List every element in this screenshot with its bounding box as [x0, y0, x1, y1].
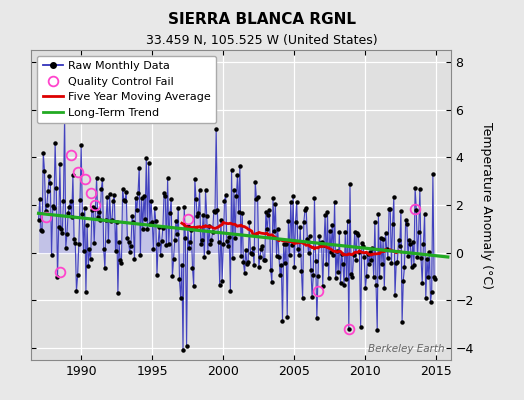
Text: Berkeley Earth: Berkeley Earth	[368, 344, 444, 354]
Legend: Raw Monthly Data, Quality Control Fail, Five Year Moving Average, Long-Term Tren: Raw Monthly Data, Quality Control Fail, …	[37, 56, 216, 123]
Text: SIERRA BLANCA RGNL: SIERRA BLANCA RGNL	[168, 12, 356, 27]
Y-axis label: Temperature Anomaly (°C): Temperature Anomaly (°C)	[481, 122, 493, 288]
Text: 33.459 N, 105.525 W (United States): 33.459 N, 105.525 W (United States)	[146, 34, 378, 47]
